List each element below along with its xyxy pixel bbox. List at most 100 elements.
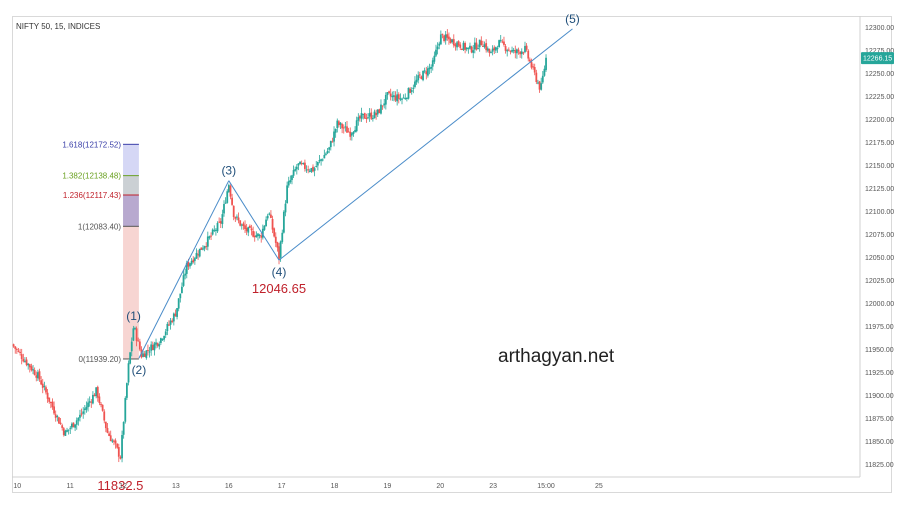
candle-body [491,48,494,52]
y-tick-label: 12250.00 [865,71,894,78]
candle-body [357,117,360,121]
candle-body [347,131,350,133]
candle-body [516,49,518,54]
fib-level-label: 1(12083.40) [78,222,121,231]
candle-body [33,369,36,376]
candle-body [525,45,528,50]
elliott-wave-lines[interactable] [138,28,573,359]
candle-body [454,44,457,47]
candle-body [19,351,21,353]
candle-body [291,175,293,181]
wave-label: (1) [126,309,141,323]
candle-body [414,81,416,87]
wave-label: (3) [221,164,236,178]
candle-body [148,351,151,353]
candle-body [135,328,138,341]
candle-body [422,70,424,81]
candle-body [512,49,515,52]
candle-body [232,205,235,217]
candle-body [106,427,109,433]
candle-body [328,147,331,150]
candle-body [77,417,80,421]
candle-body [371,118,374,120]
watermark-text: arthagyan.net [498,346,615,367]
candle-body [82,411,85,414]
candle-body [27,363,30,366]
candle-body [270,214,272,218]
candle-body [87,402,89,408]
candle-body [79,414,81,418]
candle-body [36,372,39,379]
candle-body [435,49,437,56]
candle-body [263,225,266,230]
candle-body [216,222,219,232]
candle-body [66,430,68,432]
candle-body [329,140,332,148]
candle-body [265,219,267,227]
candle-body [202,248,204,250]
candle-body [405,97,408,99]
candle-body [464,43,467,50]
candle-body [436,46,439,50]
candle-body [116,443,119,448]
candle-body [490,52,492,54]
candle-body [530,61,533,68]
candle-body [239,220,242,226]
candle-body [401,98,403,100]
candle-body [20,354,23,359]
candle-body [223,204,225,214]
candle-body [195,252,198,259]
candle-body [95,387,98,397]
candle-body [252,231,255,237]
candle-body [465,47,468,50]
candle-body [150,344,153,351]
candle-body [368,113,371,117]
candle-body [213,229,216,231]
candle-body [49,401,52,403]
candle-body [176,308,178,317]
candle-body [383,103,386,106]
price-label: 12046.65 [252,281,306,296]
y-tick-label: 11950.00 [865,347,894,354]
fib-level-label: 0(11939.20) [78,355,121,364]
candle-body [193,258,196,261]
candle-body [527,50,530,59]
candle-body [299,161,301,165]
candle-body [130,341,133,352]
candle-body [143,353,146,357]
candle-body [438,43,441,46]
candle-body [349,131,352,137]
chart-header-symbol: NIFTY 50, 15, INDICES [16,22,100,31]
candle-body [189,263,191,267]
candle-body [308,170,311,172]
x-tick-label: 17 [278,483,286,490]
candle-body [210,235,212,237]
candle-body [431,60,434,67]
candle-body [498,40,501,48]
fibonacci-extension[interactable]: 1.618(12172.52) 1.382(12138.48) 1.236(1211… [62,140,139,364]
y-tick-label: 12025.00 [865,278,894,285]
candle-body [24,360,26,362]
candle-body [507,49,510,51]
x-tick-label: 10 [13,483,21,490]
candle-body [153,343,156,351]
candle-body [339,122,342,125]
candle-body [244,225,246,229]
candle-body [389,93,392,97]
candle-body [114,440,117,444]
candle-body [425,71,428,75]
candles [12,29,547,463]
candle-body [363,113,366,119]
candle-body [187,262,190,267]
x-tick-label: 16 [225,483,233,490]
candle-body [469,45,471,49]
candle-body [74,424,77,428]
candle-body [185,262,188,274]
candle-body [58,417,60,424]
candle-body [344,126,347,128]
candle-body [331,141,334,143]
x-tick-label: 18 [331,483,339,490]
candle-body [59,422,62,425]
candle-body [541,75,544,83]
